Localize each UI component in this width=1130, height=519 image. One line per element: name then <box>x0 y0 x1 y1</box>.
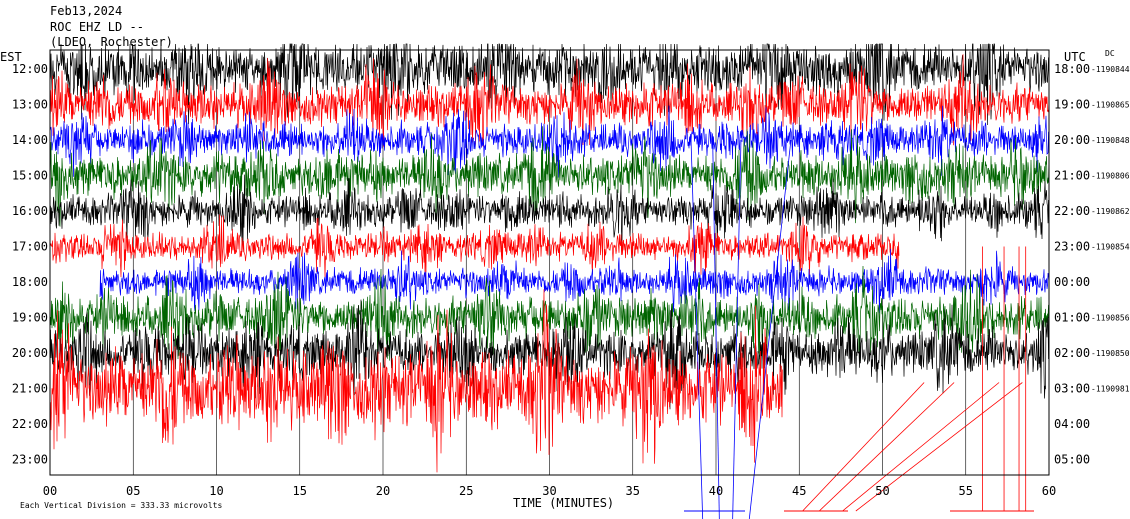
est-hour-label: 23:00 <box>12 453 48 467</box>
dc-offset-label: -1190981 <box>1091 385 1130 394</box>
dc-offset-label: -1190862 <box>1091 207 1130 216</box>
utc-hour-label: 23:00 <box>1054 240 1090 254</box>
blue-artifact-line <box>748 139 792 519</box>
utc-hour-label: 21:00 <box>1054 169 1090 183</box>
est-hour-label: 12:00 <box>12 62 48 76</box>
dc-offset-label: -1190856 <box>1091 314 1130 323</box>
x-tick-label: 30 <box>542 484 556 498</box>
utc-hour-label: 03:00 <box>1054 382 1090 396</box>
est-hour-label: 14:00 <box>12 133 48 147</box>
est-hour-label: 15:00 <box>12 169 48 183</box>
trace-row <box>49 54 1050 147</box>
utc-hour-label: 01:00 <box>1054 311 1090 325</box>
dc-offset-label: -1190848 <box>1091 136 1130 145</box>
trace-row <box>49 126 1050 227</box>
x-axis-title: TIME (MINUTES) <box>513 496 614 510</box>
dc-offset-label: -1190854 <box>1091 243 1130 252</box>
trace-row <box>49 43 1050 126</box>
x-tick-label: 25 <box>459 484 473 498</box>
est-hour-label: 21:00 <box>12 382 48 396</box>
est-hour-label: 17:00 <box>12 240 48 254</box>
trace-row <box>99 248 1050 314</box>
red-artifact-line <box>818 382 955 512</box>
utc-hour-label: 00:00 <box>1054 275 1090 289</box>
utc-labels: 18:00 -1190844 19:00 -1190865 20:00 -1190848 2… <box>1054 62 1130 467</box>
dc-offset-label: -1190865 <box>1091 101 1130 110</box>
dc-offset-label: -1190850 <box>1091 349 1130 358</box>
station-date: Feb13,2024 <box>50 4 123 18</box>
clip-artifacts <box>684 139 1034 519</box>
trace-row <box>49 105 1050 178</box>
x-tick-label: 10 <box>209 484 223 498</box>
utc-hour-label: 18:00 <box>1054 62 1090 76</box>
utc-hour-label: 22:00 <box>1054 204 1090 218</box>
traces <box>49 43 1050 473</box>
trace-row <box>49 214 900 278</box>
est-hour-label: 20:00 <box>12 346 48 360</box>
blue-artifact-line <box>690 139 704 519</box>
x-tick-label: 00 <box>43 484 57 498</box>
est-hour-label: 13:00 <box>12 98 48 112</box>
dc-label: DC <box>1105 49 1115 58</box>
dc-offset-label: -1190806 <box>1091 172 1130 181</box>
utc-hour-label: 02:00 <box>1054 346 1090 360</box>
red-artifact-line <box>842 382 1000 512</box>
x-tick-label: 35 <box>626 484 640 498</box>
x-tick-labels: 00 05 10 15 20 25 30 35 40 45 50 55 60 <box>43 484 1056 498</box>
x-tick-label: 55 <box>959 484 973 498</box>
blue-artifact-line <box>732 139 742 519</box>
x-tick-label: 45 <box>792 484 806 498</box>
trace-row <box>49 265 1050 362</box>
utc-hour-label: 19:00 <box>1054 98 1090 112</box>
x-tick-label: 05 <box>126 484 140 498</box>
est-axis-title: EST <box>0 50 22 64</box>
utc-hour-label: 20:00 <box>1054 133 1090 147</box>
x-tick-label: 40 <box>709 484 723 498</box>
trace-row <box>49 289 783 473</box>
red-artifact-line <box>802 382 925 512</box>
utc-hour-label: 05:00 <box>1054 453 1090 467</box>
dc-offset-label: -1190844 <box>1091 65 1130 74</box>
x-tick-label: 50 <box>875 484 889 498</box>
station-channel: ROC EHZ LD -- <box>50 20 144 34</box>
footnote: Each Vertical Division = 333.33 microvol… <box>20 501 222 510</box>
utc-axis-title: UTC <box>1064 50 1086 64</box>
plot-frame <box>49 49 1050 476</box>
utc-hour-label: 04:00 <box>1054 417 1090 431</box>
x-tick-label: 20 <box>376 484 390 498</box>
est-hour-label: 16:00 <box>12 204 48 218</box>
blue-artifact-line <box>712 139 720 519</box>
est-labels: 12:00 13:00 14:00 15:00 16:00 17:00 18:00 19:00… <box>12 62 48 467</box>
x-tick-label: 15 <box>293 484 307 498</box>
trace-row <box>49 174 1050 248</box>
est-hour-label: 19:00 <box>12 311 48 325</box>
est-hour-label: 18:00 <box>12 275 48 289</box>
red-artifact-line <box>855 382 1023 512</box>
x-tick-label: 60 <box>1042 484 1056 498</box>
est-hour-label: 22:00 <box>12 417 48 431</box>
